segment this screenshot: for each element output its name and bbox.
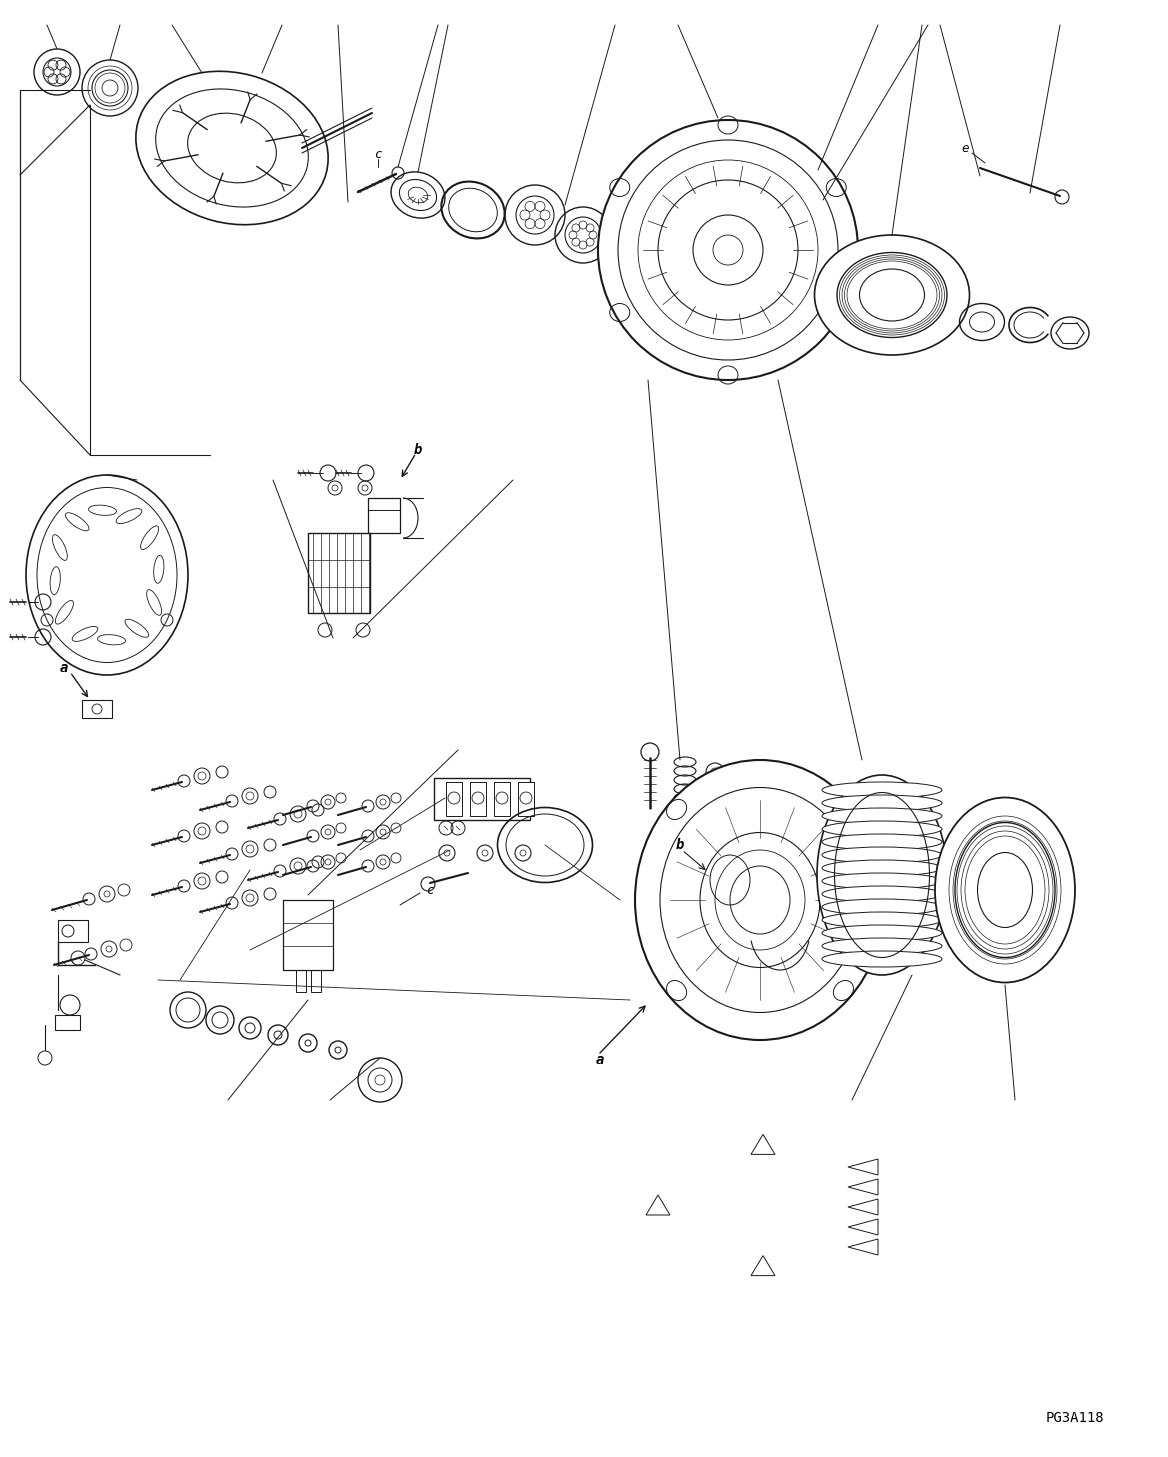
Bar bbox=[82, 699, 112, 718]
Polygon shape bbox=[646, 1195, 670, 1215]
Bar bbox=[55, 1016, 79, 1030]
Ellipse shape bbox=[822, 847, 943, 863]
Bar bbox=[311, 970, 321, 992]
Ellipse shape bbox=[822, 860, 943, 876]
Polygon shape bbox=[751, 1135, 776, 1154]
Text: b: b bbox=[676, 838, 684, 852]
Ellipse shape bbox=[822, 833, 943, 849]
Polygon shape bbox=[848, 1199, 878, 1215]
Ellipse shape bbox=[26, 475, 188, 675]
Text: c: c bbox=[426, 883, 433, 896]
Bar bbox=[470, 782, 486, 816]
Ellipse shape bbox=[822, 796, 943, 812]
Bar bbox=[517, 782, 534, 816]
Bar bbox=[446, 782, 463, 816]
Ellipse shape bbox=[822, 809, 943, 825]
Ellipse shape bbox=[822, 820, 943, 836]
Ellipse shape bbox=[822, 873, 943, 889]
Bar bbox=[283, 900, 333, 970]
Ellipse shape bbox=[822, 925, 943, 941]
Ellipse shape bbox=[822, 886, 943, 902]
Ellipse shape bbox=[822, 938, 943, 954]
Ellipse shape bbox=[135, 71, 328, 224]
Text: b: b bbox=[413, 443, 422, 457]
Polygon shape bbox=[751, 1256, 776, 1276]
Bar bbox=[58, 919, 88, 943]
Ellipse shape bbox=[822, 899, 943, 915]
Ellipse shape bbox=[822, 912, 943, 928]
Bar bbox=[296, 970, 306, 992]
Text: a: a bbox=[596, 1053, 604, 1067]
Polygon shape bbox=[848, 1158, 878, 1174]
Bar bbox=[494, 782, 510, 816]
Ellipse shape bbox=[816, 775, 947, 975]
Text: PG3A118: PG3A118 bbox=[1045, 1410, 1104, 1425]
Ellipse shape bbox=[936, 797, 1075, 982]
Polygon shape bbox=[848, 1238, 878, 1254]
Text: a: a bbox=[60, 661, 68, 675]
Bar bbox=[368, 498, 399, 510]
Ellipse shape bbox=[822, 951, 943, 967]
Bar bbox=[368, 498, 399, 533]
Ellipse shape bbox=[814, 235, 969, 356]
Bar bbox=[434, 778, 530, 820]
Ellipse shape bbox=[635, 761, 885, 1040]
Ellipse shape bbox=[822, 782, 943, 798]
Polygon shape bbox=[848, 1220, 878, 1236]
Ellipse shape bbox=[598, 119, 858, 380]
Bar bbox=[308, 533, 370, 613]
Text: c: c bbox=[374, 147, 382, 160]
Text: e: e bbox=[961, 141, 968, 154]
Polygon shape bbox=[848, 1179, 878, 1195]
